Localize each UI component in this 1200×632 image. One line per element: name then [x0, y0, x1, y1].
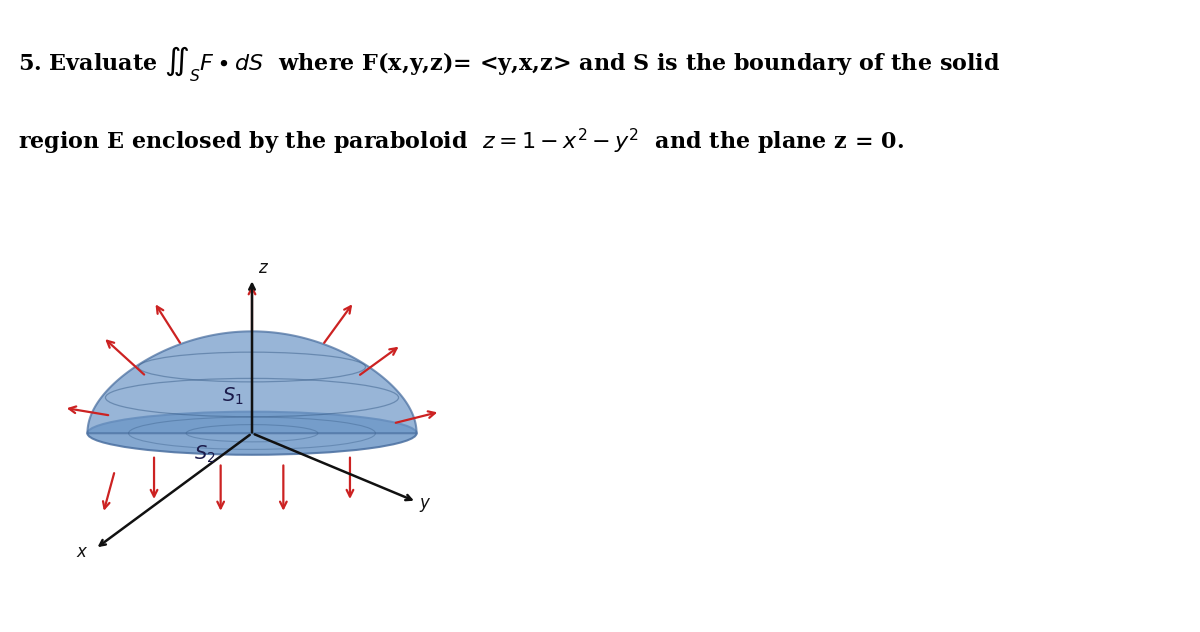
- Polygon shape: [88, 331, 416, 434]
- Ellipse shape: [88, 411, 416, 455]
- Text: 5. Evaluate $\iint_S F \bullet dS$  where F(x,y,z)= <y,x,z> and S is the boundar: 5. Evaluate $\iint_S F \bullet dS$ where…: [18, 44, 1001, 84]
- Text: x: x: [77, 543, 86, 561]
- Text: region E enclosed by the paraboloid  $z = 1 - x^2 - y^2$  and the plane z = 0.: region E enclosed by the paraboloid $z =…: [18, 126, 904, 157]
- Text: $S_1$: $S_1$: [222, 386, 244, 406]
- Text: y: y: [420, 494, 430, 512]
- Text: $S_2$: $S_2$: [194, 444, 216, 465]
- Text: z: z: [258, 258, 266, 277]
